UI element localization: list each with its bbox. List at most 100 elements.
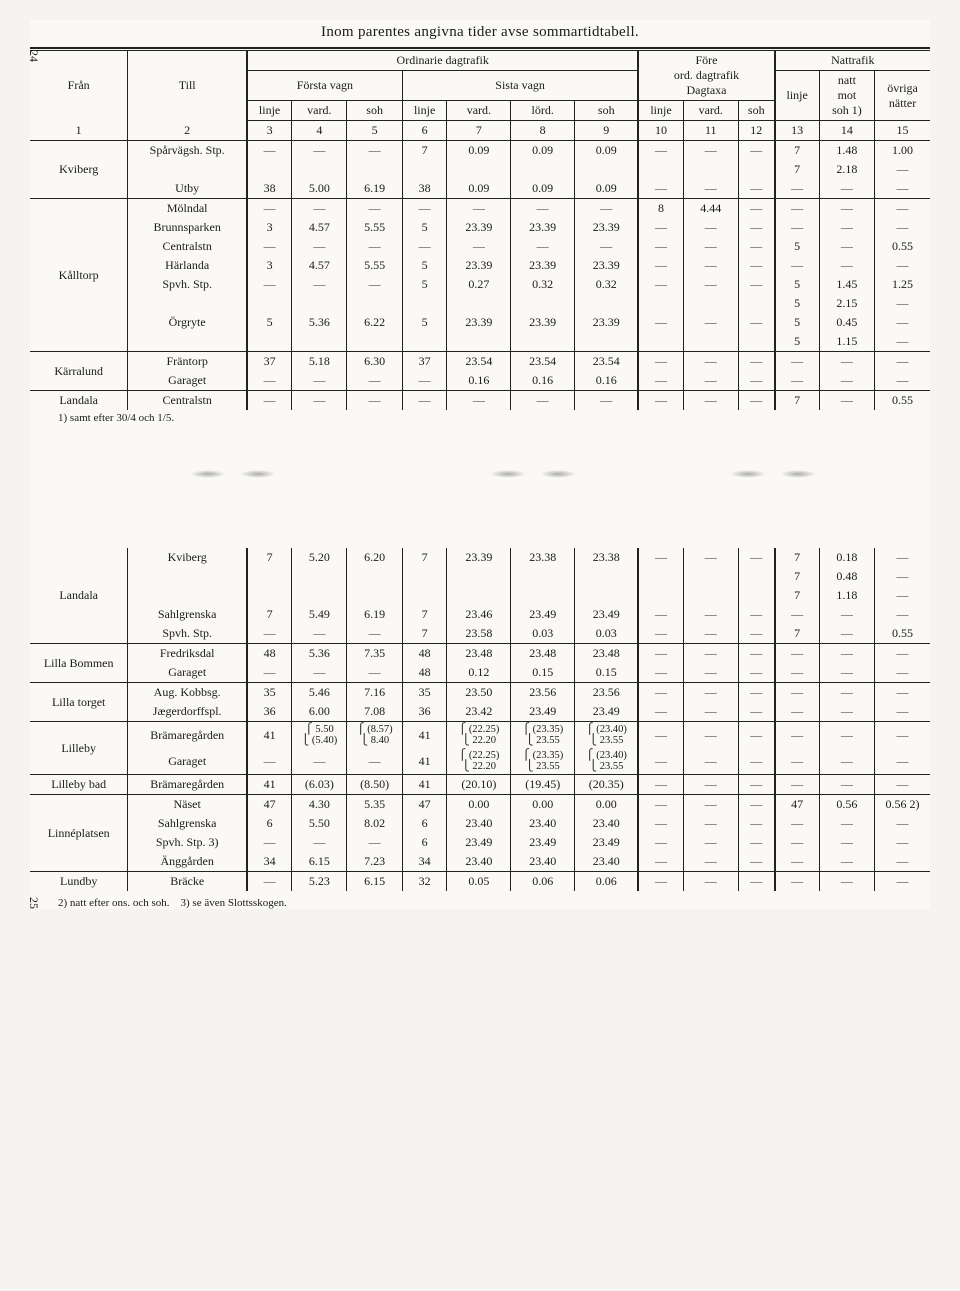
- data-cell: 7.08: [347, 702, 402, 722]
- data-cell: —: [875, 256, 930, 275]
- data-cell: —: [638, 548, 683, 567]
- data-cell: 41: [247, 722, 292, 749]
- data-cell: 7: [775, 624, 820, 644]
- hdr-linje13: linje: [775, 71, 820, 121]
- data-cell: [511, 294, 575, 313]
- data-cell: —: [347, 275, 402, 294]
- data-cell: —: [683, 141, 738, 161]
- data-cell: —: [738, 683, 774, 703]
- data-cell: —: [292, 237, 347, 256]
- data-cell: 7: [247, 605, 292, 624]
- data-cell: 23.38: [511, 548, 575, 567]
- table-row: Örgryte55.366.22523.3923.3923.39———50.45…: [30, 313, 930, 332]
- data-cell: 7: [775, 586, 820, 605]
- from-cell: Kviberg: [30, 141, 128, 199]
- data-cell: [447, 586, 511, 605]
- data-cell: —: [819, 391, 874, 411]
- data-cell: —: [775, 352, 820, 372]
- data-cell: —: [738, 814, 774, 833]
- table-row: KålltorpMölndal———————84.44————: [30, 199, 930, 219]
- data-cell: —: [819, 702, 874, 722]
- data-cell: —: [292, 624, 347, 644]
- data-cell: 23.40: [575, 814, 639, 833]
- table-row: LinnéplatsenNäset474.305.35470.000.000.0…: [30, 795, 930, 815]
- data-cell: —: [875, 548, 930, 567]
- data-cell: —: [683, 852, 738, 872]
- data-cell: —: [775, 852, 820, 872]
- data-cell: 23.40: [447, 852, 511, 872]
- till-cell: Kviberg: [128, 548, 247, 567]
- data-cell: —: [402, 391, 447, 411]
- data-cell: 23.49: [447, 833, 511, 852]
- data-cell: 0.55: [875, 624, 930, 644]
- data-cell: —: [875, 663, 930, 683]
- data-cell: —: [638, 256, 683, 275]
- data-cell: —: [683, 775, 738, 795]
- till-cell: Garaget: [128, 748, 247, 775]
- data-cell: ⎧ (23.40)⎩ 23.55: [575, 722, 639, 749]
- data-cell: 23.54: [447, 352, 511, 372]
- data-cell: —: [683, 833, 738, 852]
- data-cell: [402, 567, 447, 586]
- hdr-vard7: vard.: [447, 101, 511, 121]
- data-cell: —: [875, 199, 930, 219]
- table-row: Sahlgrenska75.496.19723.4623.4923.49————…: [30, 605, 930, 624]
- table-row: Centralstn——————————5—0.55: [30, 237, 930, 256]
- data-cell: 0.32: [575, 275, 639, 294]
- hdr-till: Till: [128, 51, 247, 121]
- data-cell: —: [738, 663, 774, 683]
- data-cell: 0.32: [511, 275, 575, 294]
- table-row: Spvh. Stp.———723.580.030.03———7—0.55: [30, 624, 930, 644]
- data-cell: 7: [775, 567, 820, 586]
- data-cell: 5.18: [292, 352, 347, 372]
- data-cell: —: [875, 605, 930, 624]
- data-cell: 7.16: [347, 683, 402, 703]
- from-cell: Lilleby: [30, 722, 128, 775]
- data-cell: 8.02: [347, 814, 402, 833]
- hdr-soh12: soh: [738, 101, 774, 121]
- data-cell: —: [638, 814, 683, 833]
- footnote-bottom: 2) natt efter ons. och soh. 3) se även S…: [30, 891, 930, 909]
- data-cell: —: [292, 833, 347, 852]
- data-cell: 23.39: [447, 256, 511, 275]
- data-cell: —: [638, 391, 683, 411]
- data-cell: [738, 332, 774, 352]
- data-cell: 7: [775, 548, 820, 567]
- data-cell: —: [738, 624, 774, 644]
- data-cell: —: [683, 748, 738, 775]
- data-cell: [402, 294, 447, 313]
- data-cell: —: [402, 371, 447, 391]
- data-cell: —: [683, 814, 738, 833]
- data-cell: [638, 332, 683, 352]
- data-cell: —: [738, 702, 774, 722]
- data-cell: 1.48: [819, 141, 874, 161]
- data-cell: —: [875, 294, 930, 313]
- data-cell: 47: [402, 795, 447, 815]
- till-cell: Bräcke: [128, 872, 247, 892]
- hdr-nattmot: nattmotsoh 1): [819, 71, 874, 121]
- data-cell: —: [775, 683, 820, 703]
- data-cell: 0.55: [875, 237, 930, 256]
- data-cell: —: [347, 391, 402, 411]
- data-cell: 38: [247, 179, 292, 199]
- data-cell: 7: [775, 391, 820, 411]
- data-cell: 0.12: [447, 663, 511, 683]
- data-cell: —: [738, 852, 774, 872]
- table-row: Garaget————0.160.160.16——————: [30, 371, 930, 391]
- till-cell: Brämaregården: [128, 775, 247, 795]
- data-cell: —: [447, 237, 511, 256]
- data-cell: —: [638, 833, 683, 852]
- data-cell: —: [875, 586, 930, 605]
- data-cell: —: [738, 371, 774, 391]
- table-row: LillebyBrämaregården41⎧ 5.50⎩ (5.40)⎧ (8…: [30, 722, 930, 749]
- data-cell: —: [775, 663, 820, 683]
- data-cell: 0.09: [511, 141, 575, 161]
- hdr-fore: Före ord. dagtrafik Dagtaxa: [638, 51, 774, 101]
- data-cell: —: [638, 371, 683, 391]
- data-cell: 47: [775, 795, 820, 815]
- data-cell: —: [292, 748, 347, 775]
- data-cell: 7: [402, 605, 447, 624]
- data-cell: 37: [402, 352, 447, 372]
- table-row: LandalaKviberg75.206.20723.3923.3823.38—…: [30, 548, 930, 567]
- data-cell: —: [738, 237, 774, 256]
